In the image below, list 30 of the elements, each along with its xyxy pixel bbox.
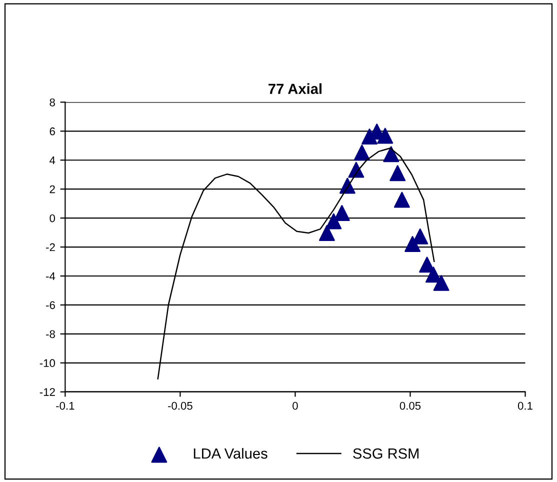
y-tick-label: -2 xyxy=(46,243,55,252)
x-tick-label: 0.1 xyxy=(518,402,532,410)
x-tick-label: 0.05 xyxy=(400,402,421,410)
x-tick-label: -0.05 xyxy=(168,402,192,410)
y-tick-label: -4 xyxy=(46,272,56,280)
y-tick-label: -12 xyxy=(40,388,55,396)
point xyxy=(383,146,400,162)
point xyxy=(390,165,406,182)
y-tick-label: 8 xyxy=(50,98,55,106)
point xyxy=(354,144,370,161)
legend-label: LDA Values xyxy=(194,448,268,459)
y-tick-label: 4 xyxy=(50,156,56,164)
point xyxy=(334,205,350,221)
y-tick-label: -10 xyxy=(40,359,56,368)
y-tick-label: 6 xyxy=(50,127,55,136)
point xyxy=(318,224,335,241)
point xyxy=(404,236,421,252)
legend-label: SSG RSM xyxy=(353,448,418,459)
point xyxy=(425,266,442,283)
point xyxy=(394,192,410,208)
chart-title: 77 Axial xyxy=(268,83,322,94)
y-tick-label: -8 xyxy=(46,330,55,338)
y-tick-label: 0 xyxy=(50,214,56,222)
x-tick-label: 0 xyxy=(292,402,298,410)
point xyxy=(433,274,450,291)
point xyxy=(326,213,342,230)
point xyxy=(377,128,394,144)
x-tick-label: -0.1 xyxy=(56,402,74,410)
y-tick-label: -6 xyxy=(46,301,55,310)
y-tick-label: 2 xyxy=(50,185,55,194)
